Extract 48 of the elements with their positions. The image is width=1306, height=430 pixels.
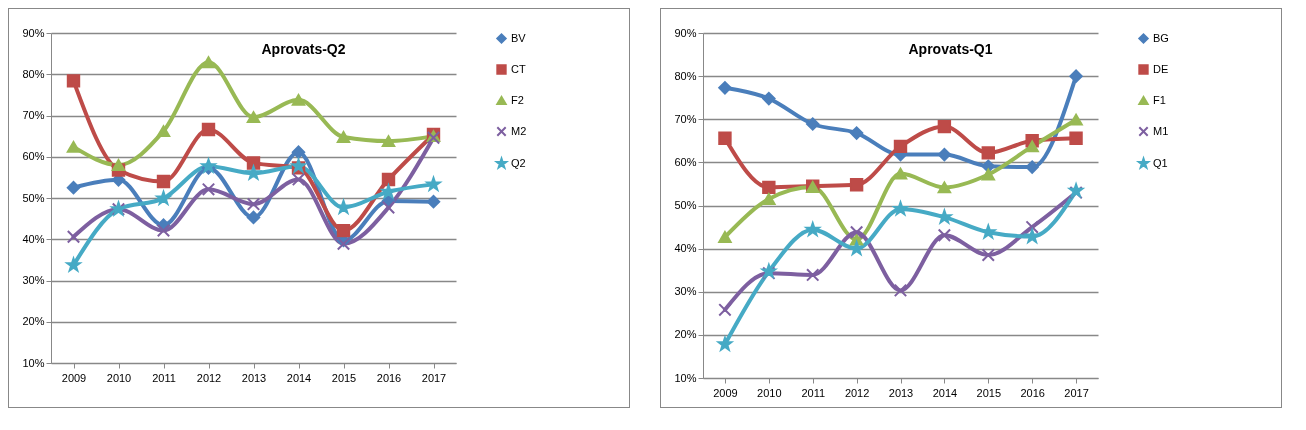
x-tick-label: 2015 bbox=[976, 386, 1002, 399]
y-tick-label: 60% bbox=[22, 150, 45, 163]
y-tick-label: 50% bbox=[674, 199, 697, 211]
y-tick-label: 70% bbox=[22, 109, 45, 121]
legend-label: Q1 bbox=[1153, 156, 1168, 169]
legend-label: BG bbox=[1153, 31, 1169, 44]
legend-label: Q2 bbox=[511, 156, 526, 169]
x-tick-label: 2016 bbox=[1020, 386, 1045, 399]
y-tick-label: 50% bbox=[22, 191, 45, 204]
y-tick-label: 70% bbox=[674, 112, 697, 125]
x-tick-label: 2009 bbox=[61, 371, 87, 384]
legend-label: M2 bbox=[511, 124, 527, 137]
legend-label: F1 bbox=[1153, 93, 1166, 106]
legend-label: F2 bbox=[511, 93, 524, 106]
y-tick-label: 10% bbox=[674, 371, 697, 384]
text: Aprovats-Q2 bbox=[261, 41, 346, 57]
y-tick-label: 80% bbox=[22, 67, 45, 80]
legend-label: M1 bbox=[1153, 124, 1169, 137]
text: Aprovats-Q1 bbox=[908, 41, 993, 57]
y-tick-label: 90% bbox=[674, 26, 697, 39]
x-tick-label: 2009 bbox=[713, 386, 738, 399]
y-tick-label: 10% bbox=[22, 356, 45, 369]
y-tick-label: 20% bbox=[22, 315, 45, 328]
x-tick-label: 2012 bbox=[844, 386, 870, 399]
y-tick-label: 40% bbox=[674, 242, 697, 255]
legend-label: BV bbox=[511, 31, 527, 44]
x-tick-label: 2011 bbox=[801, 386, 826, 399]
y-tick-label: 80% bbox=[674, 69, 697, 82]
y-tick-label: 30% bbox=[22, 274, 45, 286]
x-tick-label: 2016 bbox=[376, 371, 402, 384]
y-tick-label: 30% bbox=[674, 285, 697, 298]
x-tick-label: 2014 bbox=[286, 371, 312, 384]
y-tick-label: 60% bbox=[674, 155, 697, 168]
y-tick-label: 90% bbox=[22, 26, 45, 39]
x-tick-label: 2015 bbox=[331, 371, 357, 384]
y-tick-label: 40% bbox=[22, 232, 45, 245]
legend-label: CT bbox=[511, 62, 526, 75]
x-tick-label: 2014 bbox=[932, 386, 958, 399]
y-tick-label: 20% bbox=[674, 328, 697, 341]
x-tick-label: 2017 bbox=[421, 371, 447, 384]
x-tick-label: 2012 bbox=[196, 371, 222, 384]
x-tick-label: 2011 bbox=[152, 371, 176, 384]
x-tick-label: 2013 bbox=[888, 386, 914, 399]
x-tick-label: 2013 bbox=[241, 371, 267, 384]
x-tick-label: 2010 bbox=[106, 371, 132, 384]
x-tick-label: 2010 bbox=[757, 386, 782, 399]
legend-label: DE bbox=[1153, 62, 1169, 75]
x-tick-label: 2017 bbox=[1064, 386, 1089, 399]
